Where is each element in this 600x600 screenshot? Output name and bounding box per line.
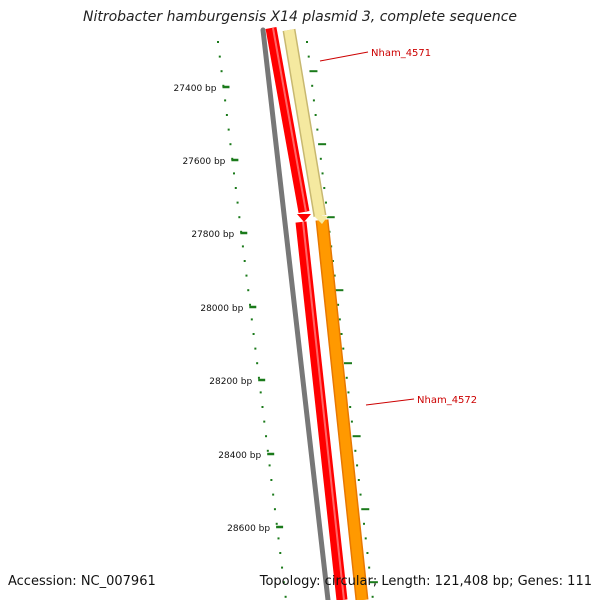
gene-nham-4572-fill [317,219,367,600]
cds-arrowhead [297,214,311,222]
feature-leader-line [319,51,369,62]
cds-highlight [302,221,345,600]
feature-label: Nham_4571 [371,48,431,59]
gene-nham-4571-fill [284,29,325,217]
backbone-line [260,27,331,600]
ruler-tick-label: 27400 bp [174,84,217,94]
accession-label: Accession: NC_007961 [8,574,156,589]
cds-segment [265,27,310,213]
feature-label: Nham_4572 [417,395,477,406]
cds-highlight [272,27,307,213]
ruler-tick-label: 28400 bp [218,451,261,461]
gene-arrowhead [314,216,328,224]
ruler-tick-label: 27800 bp [191,230,234,240]
sequence-tracks [260,27,369,600]
topology-summary: Topology: circular; Length: 121,408 bp; … [259,574,592,589]
cds-segment [295,221,348,600]
bp-ruler: 27400 bp 27600 bp 27800 bp 28000 bp 28200 bp… [174,41,378,598]
ruler-tick-label: 28000 bp [200,304,243,314]
ruler-tick-label: 27600 bp [182,157,225,167]
ruler-tick-label: 28200 bp [209,377,252,387]
feature-labels: Nham_4571 Nham_4572 [319,48,477,406]
ruler-tick-label: 28600 bp [227,524,270,534]
feature-leader-line [365,398,415,406]
map-title: Nitrobacter hamburgensis X14 plasmid 3, … [82,9,518,25]
